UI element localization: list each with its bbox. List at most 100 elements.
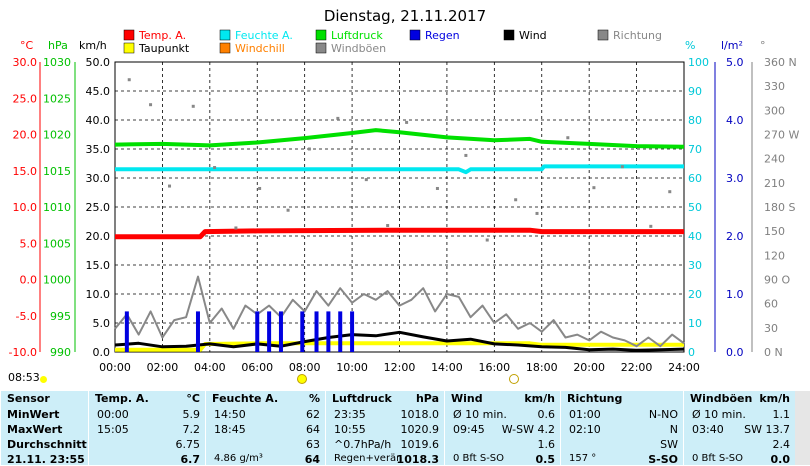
wind-tick-label: 0.0 (93, 346, 111, 359)
stats-cell-value: 1018.3 (396, 453, 439, 466)
temp-tick-label: 20.0 (13, 129, 38, 142)
direction-point (514, 198, 518, 202)
stats-cell-note: 0 Bft S-SO (692, 453, 744, 464)
direction-point (213, 166, 217, 170)
direction-tick-label: 300 (764, 104, 785, 117)
direction-tick-label: 30 (764, 322, 778, 335)
direction-tick-label: 210 (764, 177, 785, 190)
stats-header: Luftdruck (332, 392, 392, 405)
stats-cell-value: 1019.6 (400, 438, 440, 451)
pressure-tick-label: 1005 (43, 237, 71, 250)
stats-cell-note: 01:00 (569, 408, 601, 421)
stats-table: Sensor MinWert MaxWert Durchschnitt 21.11. 2… (0, 391, 798, 466)
legend-label: Luftdruck (331, 29, 383, 42)
pressure-tick-label: 1020 (43, 129, 71, 142)
humidity-tick-label: 0 (688, 346, 695, 359)
stats-cell-value: N-NO (648, 408, 678, 421)
stats-cell-note: ^0.7hPa/h (334, 438, 392, 451)
rain-bar (338, 311, 343, 352)
stats-unit: km/h (759, 392, 790, 405)
x-tick-label: 20:00 (573, 361, 605, 374)
legend-swatch (597, 29, 609, 41)
x-tick-label: 16:00 (478, 361, 510, 374)
x-tick-label: 22:00 (621, 361, 653, 374)
legend-label: Regen (425, 29, 460, 42)
stats-cell-note: 23:35 (334, 408, 366, 421)
temp-tick-label: 5.0 (20, 237, 38, 250)
series-line (114, 128, 685, 149)
stats-cell-note: 15:05 (97, 423, 129, 436)
rain-tick-label: 1.0 (726, 288, 744, 301)
x-tick-label: 18:00 (526, 361, 558, 374)
stats-cell-value: N (669, 423, 678, 436)
stats-cell-note: 157 ° (569, 453, 597, 464)
pressure-unit-label: hPa (48, 39, 68, 52)
stats-cell-value: 1.6 (537, 438, 556, 451)
side-scroll-strip[interactable] (795, 391, 810, 465)
wind-tick-label: 50.0 (86, 56, 111, 69)
temp-tick-label: 25.0 (13, 92, 38, 105)
direction-point (149, 103, 153, 107)
stats-header: Feuchte A. (212, 392, 279, 405)
temp-tick-label: 15.0 (13, 165, 38, 178)
rain-bar (124, 311, 129, 352)
rain-bar (195, 311, 200, 352)
direction-tick-label: 240 (764, 153, 785, 166)
sun-marker-icon (40, 376, 47, 383)
legend-label: Feuchte A. (235, 29, 293, 42)
stats-unit: % (308, 392, 320, 405)
stats-header: Richtung (567, 392, 623, 405)
stats-cell-value: S-SO (648, 453, 678, 466)
stats-cell-note: Ø 10 min. (453, 408, 507, 421)
legend-label: Temp. A. (138, 29, 186, 42)
direction-tick-label: 330 (764, 80, 785, 93)
stats-row-label: Durchschnitt (7, 438, 87, 451)
stats-row-label: MaxWert (7, 423, 63, 436)
chart-legend: Temp. A. Feuchte A. Luftdruck Regen Wind Rich… (123, 29, 662, 55)
stats-cell-value: 5.9 (182, 408, 201, 421)
rain-unit-label: l/m² (721, 39, 743, 52)
pressure-tick-label: 990 (50, 346, 71, 359)
stats-cell-note: 09:45 (453, 423, 485, 436)
direction-tick-label: 0 N (764, 346, 783, 359)
time-left-label: 08:53 (8, 371, 40, 384)
stats-cell-value: 1.1 (772, 408, 791, 421)
direction-point (168, 184, 172, 188)
wind-tick-label: 5.0 (93, 317, 111, 330)
direction-point (258, 186, 262, 190)
series-line (114, 330, 685, 352)
stats-cell-value: 2.4 (772, 438, 791, 451)
x-tick-label: 14:00 (431, 361, 463, 374)
legend-label: Richtung (613, 29, 662, 42)
humidity-tick-label: 10 (688, 317, 702, 330)
direction-tick-label: 180 S (764, 201, 795, 214)
stats-cell-value: 1018.0 (400, 408, 440, 421)
temp-tick-label: -10.0 (9, 346, 37, 359)
legend-label: Taupunkt (138, 42, 190, 55)
weather-chart: Dienstag, 21.11.2017 Temp. A. Feuchte A. L… (9, 7, 800, 374)
direction-point (191, 104, 195, 108)
stats-cell-note: 10:55 (334, 423, 366, 436)
stats-row-label: MinWert (7, 408, 60, 421)
rain-bar (350, 311, 355, 352)
direction-point (485, 238, 489, 242)
x-tick-label: 24:00 (668, 361, 700, 374)
direction-tick-label: 270 W (764, 129, 799, 142)
humidity-tick-label: 20 (688, 288, 702, 301)
x-tick-label: 02:00 (147, 361, 179, 374)
pressure-tick-label: 1030 (43, 56, 71, 69)
wind-unit-label: km/h (79, 39, 107, 52)
stats-row-label: 21.11. 23:55 (7, 453, 85, 466)
humidity-tick-label: 80 (688, 114, 702, 127)
direction-point (464, 153, 468, 157)
wind-tick-label: 45.0 (86, 85, 111, 98)
wind-tick-label: 15.0 (86, 259, 111, 272)
stats-column: Wind km/h Ø 10 min. 0.6 09:45 W-SW 4.2 1.6 0 Bf… (444, 391, 561, 466)
x-tick-label: 06:00 (241, 361, 273, 374)
direction-point (535, 211, 539, 215)
temp-tick-label: -5.0 (16, 310, 37, 323)
humidity-tick-label: 40 (688, 230, 702, 243)
pressure-tick-label: 1025 (43, 92, 71, 105)
rain-tick-label: 2.0 (726, 230, 744, 243)
stats-header: Windböen (690, 392, 753, 405)
